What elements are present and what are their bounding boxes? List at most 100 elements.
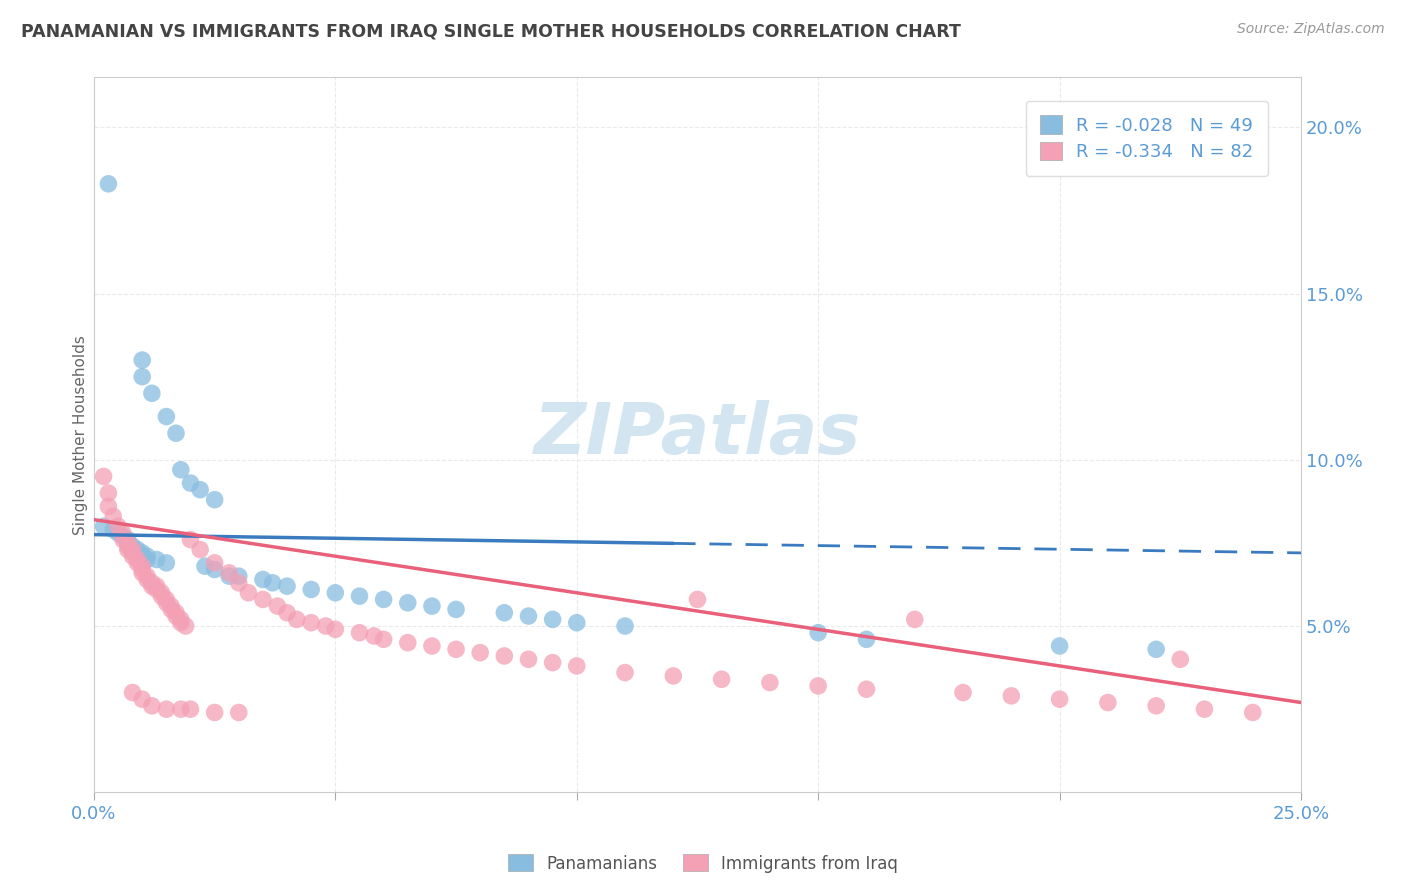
Point — [1144, 698, 1167, 713]
Point — [686, 592, 709, 607]
Point — [165, 606, 187, 620]
Point — [420, 599, 443, 613]
Point — [155, 592, 177, 607]
Point — [127, 552, 149, 566]
Point — [170, 612, 193, 626]
Point — [541, 612, 564, 626]
Point — [170, 615, 193, 630]
Point — [97, 486, 120, 500]
Point — [160, 602, 183, 616]
Point — [218, 569, 240, 583]
Point — [117, 539, 139, 553]
Point — [470, 646, 492, 660]
Point — [127, 546, 149, 560]
Point — [136, 573, 159, 587]
Point — [131, 549, 153, 564]
Legend: R = -0.028   N = 49, R = -0.334   N = 82: R = -0.028 N = 49, R = -0.334 N = 82 — [1026, 101, 1268, 176]
Point — [1000, 689, 1022, 703]
Point — [155, 556, 177, 570]
Point — [165, 609, 187, 624]
Point — [855, 682, 877, 697]
Point — [204, 562, 226, 576]
Point — [136, 569, 159, 583]
Point — [952, 685, 974, 699]
Point — [904, 612, 927, 626]
Point — [117, 533, 139, 547]
Point — [121, 539, 143, 553]
Point — [111, 529, 134, 543]
Point — [204, 492, 226, 507]
Point — [194, 559, 217, 574]
Point — [349, 589, 371, 603]
Point — [117, 536, 139, 550]
Point — [155, 702, 177, 716]
Point — [218, 566, 240, 580]
Point — [420, 639, 443, 653]
Point — [614, 665, 637, 680]
Point — [121, 685, 143, 699]
Point — [141, 575, 163, 590]
Point — [93, 469, 115, 483]
Point — [117, 542, 139, 557]
Point — [1049, 692, 1071, 706]
Point — [165, 426, 187, 441]
Point — [121, 549, 143, 564]
Point — [396, 596, 419, 610]
Point — [325, 623, 347, 637]
Point — [179, 533, 201, 547]
Point — [155, 409, 177, 424]
Point — [127, 542, 149, 557]
Point — [121, 542, 143, 557]
Point — [1241, 706, 1264, 720]
Point — [111, 525, 134, 540]
Point — [131, 353, 153, 368]
Point — [373, 632, 395, 647]
Point — [807, 625, 830, 640]
Point — [141, 698, 163, 713]
Point — [179, 702, 201, 716]
Point — [614, 619, 637, 633]
Point — [285, 612, 308, 626]
Point — [150, 586, 173, 600]
Point — [160, 599, 183, 613]
Point — [97, 177, 120, 191]
Point — [807, 679, 830, 693]
Point — [141, 386, 163, 401]
Point — [131, 566, 153, 580]
Point — [262, 575, 284, 590]
Point — [373, 592, 395, 607]
Point — [710, 672, 733, 686]
Point — [565, 659, 588, 673]
Point — [131, 559, 153, 574]
Point — [266, 599, 288, 613]
Point — [155, 596, 177, 610]
Point — [127, 556, 149, 570]
Point — [204, 706, 226, 720]
Text: Source: ZipAtlas.com: Source: ZipAtlas.com — [1237, 22, 1385, 37]
Point — [145, 582, 167, 597]
Point — [131, 546, 153, 560]
Point — [136, 549, 159, 564]
Point — [444, 602, 467, 616]
Point — [117, 536, 139, 550]
Point — [107, 525, 129, 540]
Point — [1144, 642, 1167, 657]
Legend: Panamanians, Immigrants from Iraq: Panamanians, Immigrants from Iraq — [502, 847, 904, 880]
Point — [188, 483, 211, 497]
Point — [759, 675, 782, 690]
Point — [315, 619, 337, 633]
Point — [107, 519, 129, 533]
Point — [179, 476, 201, 491]
Point — [97, 500, 120, 514]
Point — [494, 648, 516, 663]
Point — [494, 606, 516, 620]
Point — [276, 579, 298, 593]
Point — [131, 692, 153, 706]
Point — [238, 586, 260, 600]
Point — [188, 542, 211, 557]
Point — [517, 609, 540, 624]
Point — [1194, 702, 1216, 716]
Point — [131, 562, 153, 576]
Text: PANAMANIAN VS IMMIGRANTS FROM IRAQ SINGLE MOTHER HOUSEHOLDS CORRELATION CHART: PANAMANIAN VS IMMIGRANTS FROM IRAQ SINGL… — [21, 22, 960, 40]
Point — [141, 579, 163, 593]
